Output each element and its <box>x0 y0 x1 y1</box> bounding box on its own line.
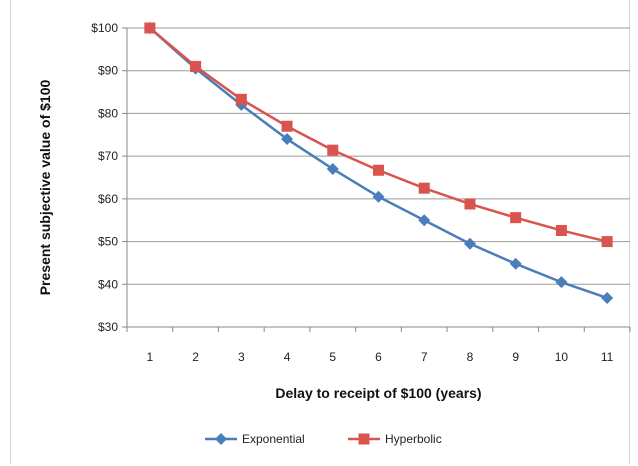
x-tick-label: 3 <box>238 350 245 364</box>
hyperbolic-data-point <box>418 182 430 194</box>
x-tick-label: 5 <box>329 350 336 364</box>
y-tick-label: $100 <box>91 21 118 35</box>
hyperbolic-data-point <box>281 120 293 132</box>
legend-hyperbolic-label: Hyperbolic <box>385 432 442 446</box>
hyperbolic-data-point <box>464 198 476 210</box>
y-tick-label: $30 <box>98 320 118 334</box>
x-tick-label: 2 <box>192 350 199 364</box>
exponential-data-point <box>281 133 294 146</box>
y-tick-label: $60 <box>98 192 118 206</box>
legend-exponential-label: Exponential <box>242 432 305 446</box>
y-tick-label: $70 <box>98 149 118 163</box>
hyperbolic-data-point <box>510 212 522 224</box>
hyperbolic-data-point <box>327 144 339 156</box>
hyperbolic-data-point <box>555 224 567 236</box>
x-tick-label: 1 <box>147 350 154 364</box>
y-tick-label: $80 <box>98 106 118 120</box>
y-tick-label: $50 <box>98 235 118 249</box>
x-axis-title: Delay to receipt of $100 (years) <box>275 385 481 401</box>
exponential-data-point <box>601 291 614 304</box>
hyperbolic-series-line <box>149 27 608 243</box>
exponential-data-point <box>326 162 339 175</box>
hyperbolic-data-point <box>373 164 384 176</box>
legend-exponential-marker <box>215 433 227 445</box>
hyperbolic-data-point <box>601 236 613 248</box>
exponential-data-point <box>372 190 385 203</box>
exponential-data-point <box>555 276 568 289</box>
hyperbolic-data-point <box>144 22 156 34</box>
exponential-series-line <box>149 27 608 300</box>
legend-hyperbolic-marker <box>358 433 370 445</box>
exponential-data-point <box>509 257 522 270</box>
x-tick-label: 9 <box>512 350 519 364</box>
x-tick-label: 7 <box>421 350 428 364</box>
x-tick-label: 8 <box>467 350 474 364</box>
exponential-data-point <box>418 214 431 227</box>
y-axis-title: Present subjective value of $100 <box>37 80 53 296</box>
y-tick-label: $40 <box>98 277 118 291</box>
exponential-data-point <box>463 237 476 250</box>
x-tick-label: 4 <box>284 350 291 364</box>
x-tick-label: 6 <box>375 350 382 364</box>
hyperbolic-data-point <box>190 60 202 72</box>
x-tick-label: 11 <box>601 350 614 364</box>
x-tick-label: 10 <box>555 350 569 364</box>
hyperbolic-data-point <box>235 93 247 105</box>
y-tick-label: $90 <box>98 64 118 78</box>
chart-frame <box>10 0 630 464</box>
